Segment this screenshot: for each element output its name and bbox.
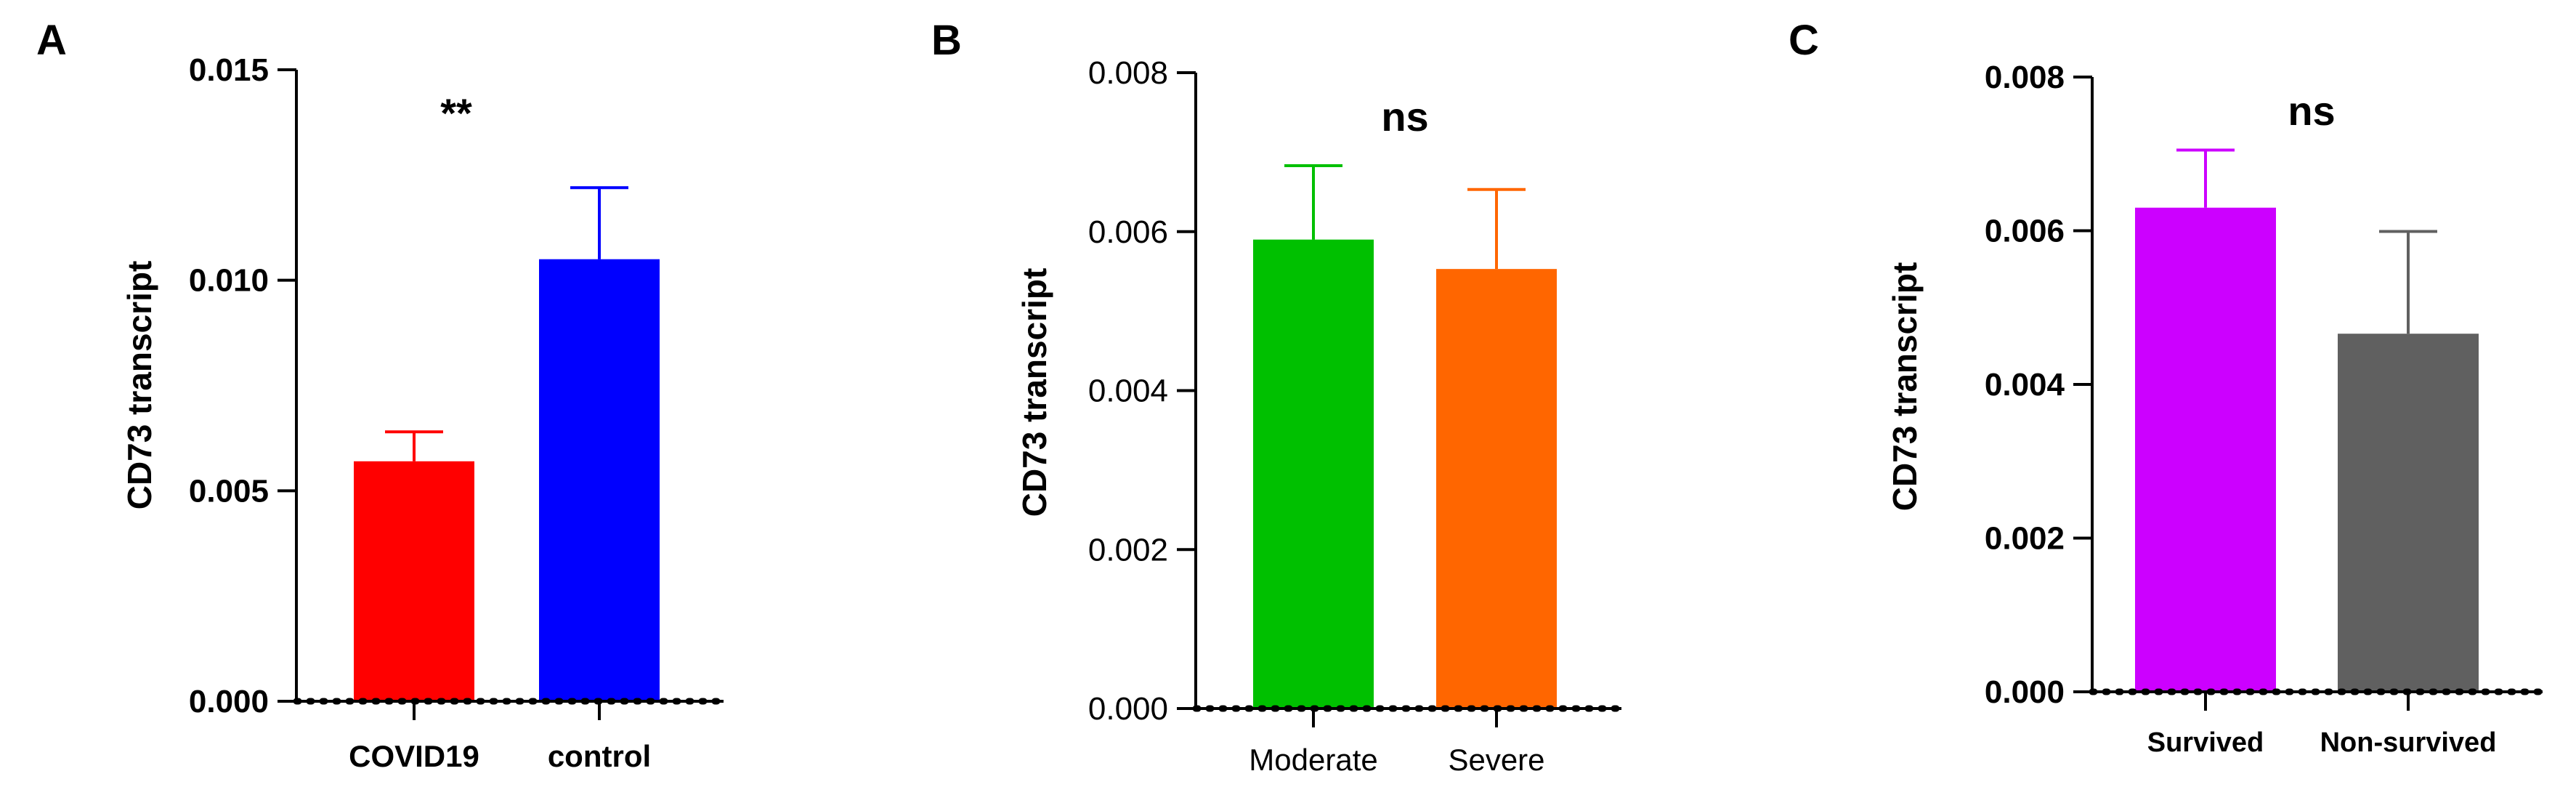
x-tick-label: COVID19 [349, 739, 479, 773]
y-tick-label: 0.015 [189, 52, 269, 88]
bar-covid19 [354, 461, 474, 701]
y-axis-label: CD73 transcript [1016, 268, 1053, 517]
y-tick-label: 0.006 [1985, 214, 2065, 249]
x-tick-label: Moderate [1249, 743, 1377, 777]
y-tick-label: 0.005 [189, 473, 269, 509]
x-tick-label: Survived [2147, 727, 2264, 758]
y-tick-label: 0.004 [1088, 374, 1168, 409]
bar-non-survived [2338, 334, 2479, 692]
x-tick-label: Severe [1448, 743, 1544, 777]
bar-survived [2135, 207, 2276, 692]
significance-annotation: ** [440, 90, 472, 136]
panel-label: B [931, 17, 962, 64]
y-axis-label: CD73 transcript [1886, 262, 1924, 512]
significance-annotation: ns [1381, 94, 1428, 140]
y-tick-label: 0.008 [1985, 60, 2065, 95]
y-axis-label: CD73 transcript [121, 261, 158, 510]
bar-moderate [1253, 239, 1374, 709]
x-tick-label: Non-survived [2320, 727, 2497, 758]
bar-severe [1436, 269, 1557, 709]
bar-control [539, 259, 660, 701]
chart-panel-a: A CD73 transcript 0.000 0.005 0.010 0.015 COVI… [36, 17, 727, 773]
y-tick-label: 0.000 [189, 684, 269, 719]
y-tick-label: 0.004 [1985, 367, 2065, 403]
chart-panel-c: C CD73 transcript 0.000 0.002 0.004 0.006 0.00… [1789, 17, 2546, 758]
y-tick-label: 0.000 [1088, 691, 1168, 727]
panel-label: C [1789, 17, 1819, 64]
y-tick-label: 0.000 [1985, 674, 2065, 710]
y-tick-label: 0.010 [189, 263, 269, 299]
panel-label: A [36, 17, 67, 64]
significance-annotation: ns [2288, 88, 2335, 134]
y-tick-label: 0.008 [1088, 55, 1168, 91]
chart-panel-b: B CD73 transcript 0.000 0.002 0.004 0.006 0.00… [931, 17, 1625, 777]
y-tick-label: 0.002 [1985, 521, 2065, 557]
y-tick-label: 0.006 [1088, 214, 1168, 250]
y-tick-label: 0.002 [1088, 532, 1168, 568]
x-tick-label: control [548, 739, 651, 773]
